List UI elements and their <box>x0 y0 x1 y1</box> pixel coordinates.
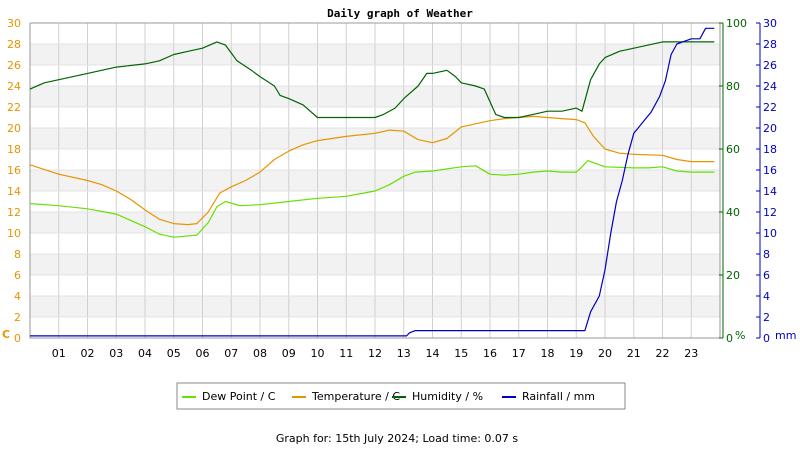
humidity-tick-label: 60 <box>726 143 740 156</box>
temperature-unit-label: C <box>2 328 10 341</box>
x-tick-label: 06 <box>196 347 210 360</box>
rainfall-tick-label: 22 <box>763 101 777 114</box>
humidity-tick-label: 20 <box>726 269 740 282</box>
temperature-tick-label: 10 <box>7 227 21 240</box>
rainfall-unit-label: mm <box>775 329 796 342</box>
x-tick-label: 21 <box>627 347 641 360</box>
rainfall-tick-label: 20 <box>763 122 777 135</box>
x-tick-label: 09 <box>282 347 296 360</box>
legend-label: Temperature / C <box>311 390 400 403</box>
x-tick-label: 14 <box>426 347 440 360</box>
humidity-tick-label: 40 <box>726 206 740 219</box>
x-tick-label: 15 <box>454 347 468 360</box>
x-tick-label: 11 <box>339 347 353 360</box>
rainfall-tick-label: 8 <box>763 248 770 261</box>
legend-label: Rainfall / mm <box>522 390 595 403</box>
x-tick-label: 01 <box>52 347 66 360</box>
legend-label: Dew Point / C <box>202 390 276 403</box>
data-series <box>29 27 715 337</box>
rainfall-tick-label: 26 <box>763 59 777 72</box>
temperature-tick-label: 0 <box>14 332 21 345</box>
rainfall-tick-label: 10 <box>763 227 777 240</box>
temperature-tick-label: 22 <box>7 101 21 114</box>
humidity-unit-label: % <box>735 329 745 342</box>
temperature-c-line <box>29 115 715 226</box>
rainfall-tick-label: 30 <box>763 17 777 30</box>
x-tick-label: 23 <box>684 347 698 360</box>
temperature-tick-label: 20 <box>7 122 21 135</box>
humidity-tick-label: 80 <box>726 80 740 93</box>
rainfall-tick-label: 14 <box>763 185 777 198</box>
temperature-tick-label: 8 <box>14 248 21 261</box>
x-tick-label: 13 <box>397 347 411 360</box>
temperature-tick-label: 30 <box>7 17 21 30</box>
x-tick-label: 12 <box>368 347 382 360</box>
x-tick-label: 03 <box>109 347 123 360</box>
temperature-tick-label: 12 <box>7 206 21 219</box>
x-tick-label: 18 <box>541 347 555 360</box>
temperature-tick-label: 18 <box>7 143 21 156</box>
humidity-line <box>29 41 715 119</box>
x-tick-label: 04 <box>138 347 152 360</box>
x-tick-label: 16 <box>483 347 497 360</box>
rainfall-mm-line <box>30 27 715 337</box>
x-tick-label: 08 <box>253 347 267 360</box>
chart-title: Daily graph of Weather <box>327 7 473 20</box>
x-tick-label: 19 <box>569 347 583 360</box>
dew-point-c-line <box>29 160 715 238</box>
temperature-tick-label: 4 <box>14 290 21 303</box>
temperature-tick-label: 28 <box>7 38 21 51</box>
humidity-axis: 0 20 40 60 80 100 <box>719 17 747 345</box>
temperature-tick-label: 2 <box>14 311 21 324</box>
rainfall-tick-label: 2 <box>763 311 770 324</box>
rainfall-tick-label: 18 <box>763 143 777 156</box>
x-tick-label: 10 <box>311 347 325 360</box>
x-tick-label: 02 <box>81 347 95 360</box>
footer-status: Graph for: 15th July 2024; Load time: 0.… <box>276 432 519 445</box>
x-tick-label: 20 <box>598 347 612 360</box>
rainfall-tick-label: 12 <box>763 206 777 219</box>
temperature-tick-label: 26 <box>7 59 21 72</box>
legend-label: Humidity / % <box>412 390 483 403</box>
x-tick-label: 17 <box>512 347 526 360</box>
rainfall-tick-label: 28 <box>763 38 777 51</box>
rainfall-tick-label: 4 <box>763 290 770 303</box>
plot-frame <box>29 22 721 339</box>
x-tick-label: 07 <box>224 347 238 360</box>
x-tick-label: 22 <box>656 347 670 360</box>
humidity-tick-label: 100 <box>726 17 747 30</box>
x-axis-ticks: 01 02 03 04 05 06 07 08 09 10 11 12 13 14 15 16 17 18 19 20… <box>52 347 699 360</box>
humidity-tick-label: 0 <box>726 332 733 345</box>
legend: Dew Point / C Temperature / C Humidity / %… <box>176 382 626 410</box>
temperature-tick-label: 16 <box>7 164 21 177</box>
rainfall-tick-label: 6 <box>763 269 770 282</box>
temperature-tick-label: 14 <box>7 185 21 198</box>
temperature-tick-label: 6 <box>14 269 21 282</box>
x-tick-label: 05 <box>167 347 181 360</box>
rainfall-tick-label: 24 <box>763 80 777 93</box>
temperature-tick-label: 24 <box>7 80 21 93</box>
rainfall-tick-label: 0 <box>763 332 770 345</box>
rainfall-tick-label: 16 <box>763 164 777 177</box>
